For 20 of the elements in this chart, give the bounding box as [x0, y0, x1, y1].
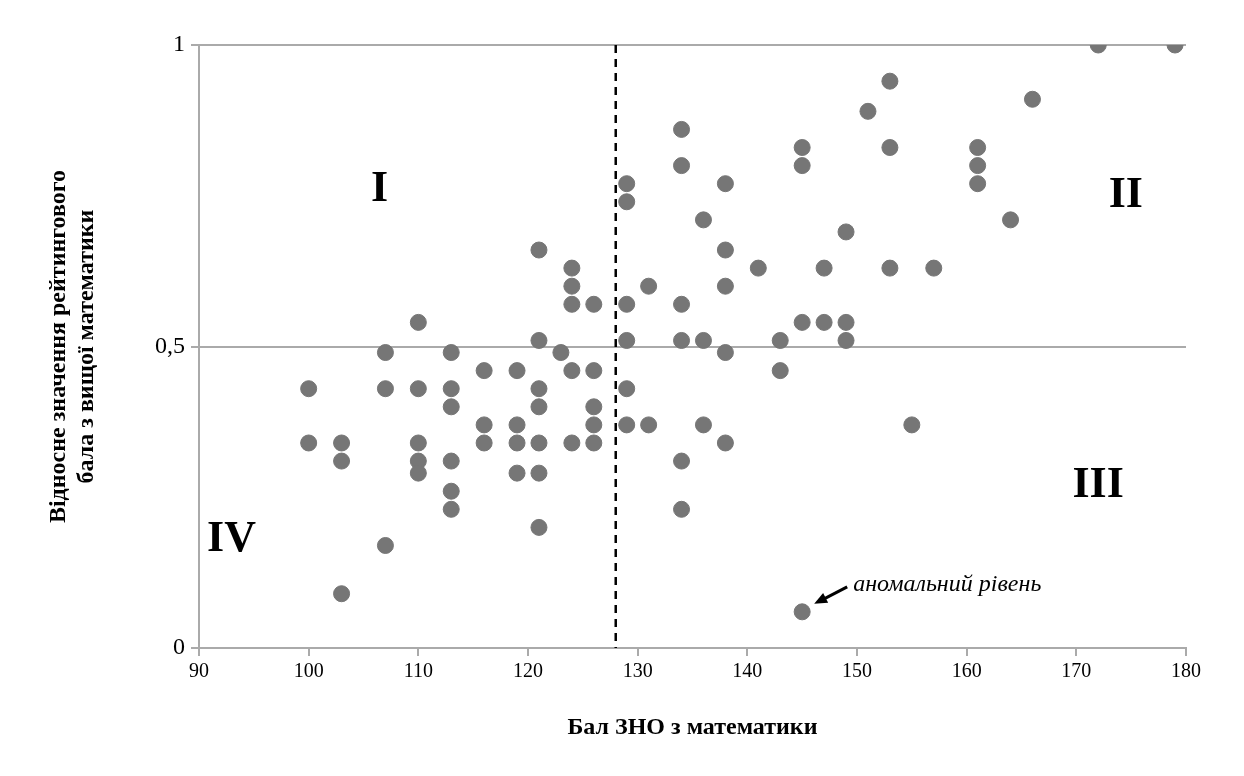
x-tick-label: 170: [1061, 659, 1092, 682]
x-tick-label: 100: [293, 659, 324, 682]
x-tick-label: 90: [189, 659, 209, 682]
y-tick-label: 1: [173, 30, 185, 57]
annotation: аномальний рівень: [853, 570, 1042, 597]
annotation: I: [371, 162, 389, 212]
x-tick-label: 130: [622, 659, 653, 682]
x-tick-label: 110: [403, 659, 433, 682]
y-axis-title: Відносне значення рейтингового бала з вищої математики: [43, 169, 99, 524]
x-tick-label: 150: [842, 659, 872, 682]
x-tick-label: 180: [1171, 659, 1201, 682]
x-axis-title: Бал ЗНО з математики: [567, 712, 818, 739]
x-tick-label: 140: [732, 659, 763, 682]
annotation: III: [1072, 457, 1124, 507]
annotation: II: [1108, 168, 1143, 218]
y-tick-label: 0: [173, 633, 185, 660]
x-tick-label: 120: [513, 659, 543, 682]
y-tick-label: 0,5: [155, 331, 185, 358]
x-tick-label: 160: [951, 659, 982, 682]
annotation: IV: [207, 511, 257, 561]
